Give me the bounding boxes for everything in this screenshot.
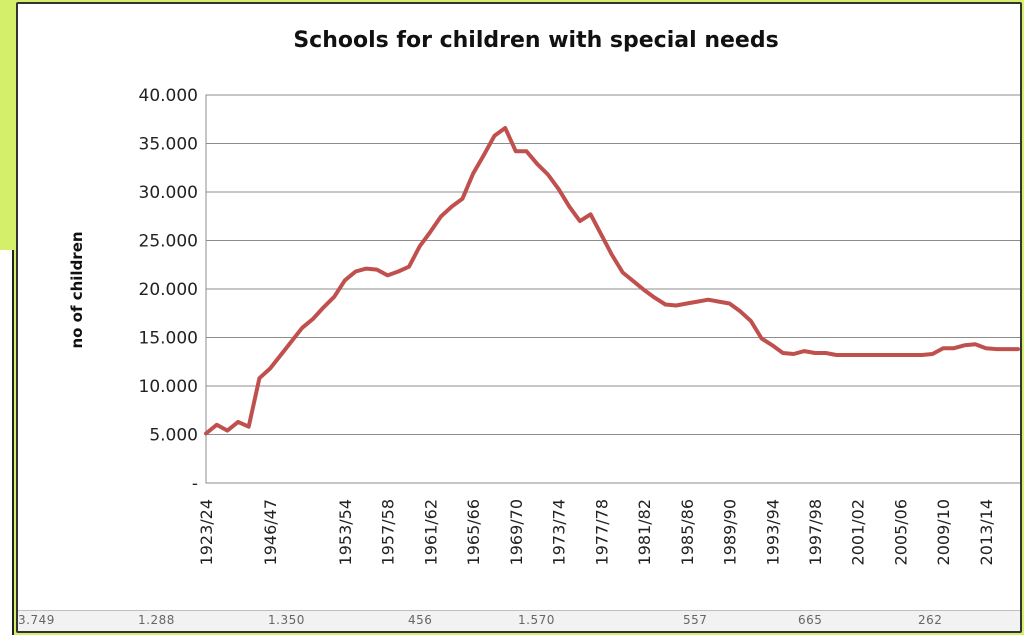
x-tick-label: 2001/02 — [849, 499, 868, 565]
adjacent-window-edge — [0, 250, 14, 635]
strip-cell: 262 — [918, 613, 943, 627]
x-tick-label: 1957/58 — [379, 499, 398, 565]
x-tick-label: 1965/66 — [464, 499, 483, 565]
x-tick-label: 1981/82 — [635, 499, 654, 565]
x-tick-label: 1985/86 — [678, 499, 697, 565]
x-tick-label: 2013/14 — [977, 499, 996, 565]
strip-cell: 1.570 — [518, 613, 555, 627]
x-tick-label: 1953/54 — [336, 499, 355, 565]
y-axis-label: no of children — [68, 231, 86, 348]
line-chart: Schools for children with special needs … — [68, 28, 1020, 565]
strip-cell: 1.288 — [138, 613, 175, 627]
x-tick-label: 1997/98 — [806, 499, 825, 565]
x-tick-label: 2005/06 — [892, 499, 911, 565]
gridlines — [205, 94, 1020, 484]
x-tick-label: 1993/94 — [763, 499, 782, 565]
y-tick-label: 25.000 — [139, 232, 198, 252]
strip-cell: 3.749 — [18, 613, 55, 627]
x-tick-label: 2009/10 — [934, 499, 953, 565]
y-tick-label: 30.000 — [139, 183, 198, 203]
y-tick-label: - — [192, 474, 198, 494]
strip-cell: 456 — [408, 613, 433, 627]
x-tick-label: 1923/24 — [197, 499, 216, 565]
series-layer — [204, 126, 1020, 436]
strip-cell: 1.350 — [268, 613, 305, 627]
y-tick-label: 10.000 — [139, 377, 198, 397]
x-tick-label: 1969/70 — [507, 499, 526, 565]
y-tick-label: 40.000 — [139, 86, 198, 106]
x-tick-label: 1961/62 — [421, 499, 440, 565]
x-tick-label: 1977/78 — [592, 499, 611, 565]
x-tick-labels: 1923/24 1946/47 1953/54 1957/58 1961/62 1965/… — [197, 499, 996, 565]
x-tick-label: 1946/47 — [261, 499, 280, 565]
y-tick-label: 35.000 — [139, 135, 198, 155]
y-tick-label: 20.000 — [139, 280, 198, 300]
chart-title: Schools for children with special needs — [293, 28, 778, 53]
series-line — [204, 126, 1020, 436]
x-tick-label: 1973/74 — [550, 499, 569, 565]
y-tick-label: 5.000 — [149, 426, 198, 446]
y-tick-label: 15.000 — [139, 329, 198, 349]
strip-cell: 665 — [798, 613, 823, 627]
spreadsheet-row-strip: 3.749 1.288 1.350 456 1.570 557 665 262 — [18, 610, 1020, 631]
chart-card: Schools for children with special needs … — [16, 2, 1022, 633]
x-tick-label: 1989/90 — [721, 499, 740, 565]
y-tick-labels: - 5.000 10.000 15.000 20.000 25.000 30.000 35.0… — [139, 86, 198, 494]
strip-cell: 557 — [683, 613, 708, 627]
